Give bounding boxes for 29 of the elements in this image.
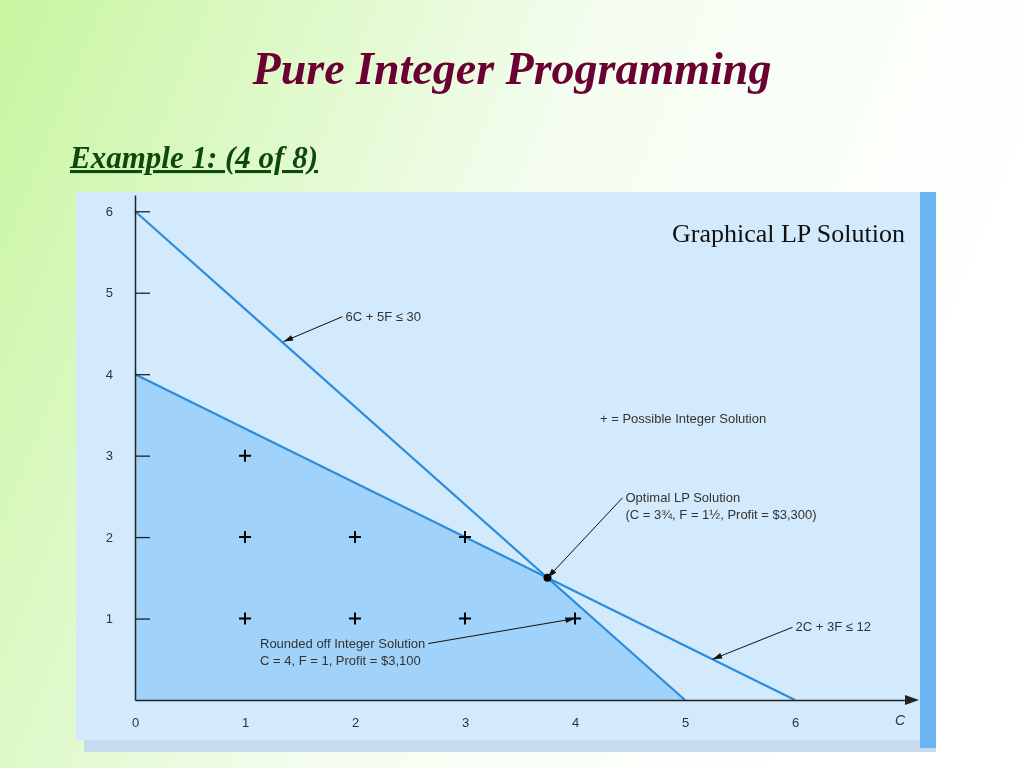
- x-tick-label: 1: [241, 715, 250, 731]
- point: [458, 530, 472, 545]
- annotation: 6C + 5F ≤ 30: [345, 308, 421, 324]
- y-tick-label: 1: [105, 611, 113, 627]
- annotation: Graphical LP Solution: [671, 219, 905, 248]
- x-tick-label: 2: [351, 715, 360, 731]
- y-tick-label: 2: [105, 529, 113, 545]
- y-tick-label: 6: [105, 203, 113, 219]
- annotation: + = Possible Integer Solution: [600, 411, 767, 426]
- point: [348, 611, 362, 626]
- annotation: 2C + 3F ≤ 12: [795, 619, 871, 635]
- x-tick-label: 3: [461, 715, 470, 731]
- point: [238, 611, 252, 626]
- x-axis-title: C: [895, 712, 906, 728]
- point: [238, 530, 252, 545]
- annotation: Optimal LP Solution (C = 3¾, F = 1½, Profit = $3,300): [625, 489, 817, 522]
- x-tick-label: 0: [131, 715, 140, 731]
- y-tick-label: 5: [105, 285, 113, 301]
- x-tick-label: 6: [791, 715, 800, 731]
- point: [348, 530, 362, 545]
- y-tick-label: 4: [105, 366, 113, 382]
- x-tick-label: 4: [571, 715, 580, 731]
- point: [238, 448, 252, 463]
- chart-title: Pure Integer Programming: [251, 43, 772, 94]
- x-tick-label: 5: [681, 715, 690, 731]
- annotation: Rounded off Integer Solution C = 4, F = 1, Profit = $3,100: [260, 635, 426, 668]
- chart-subtitle: Example 1: (4 of 8): [69, 140, 318, 175]
- point: [458, 611, 472, 626]
- y-tick-label: 3: [105, 448, 113, 464]
